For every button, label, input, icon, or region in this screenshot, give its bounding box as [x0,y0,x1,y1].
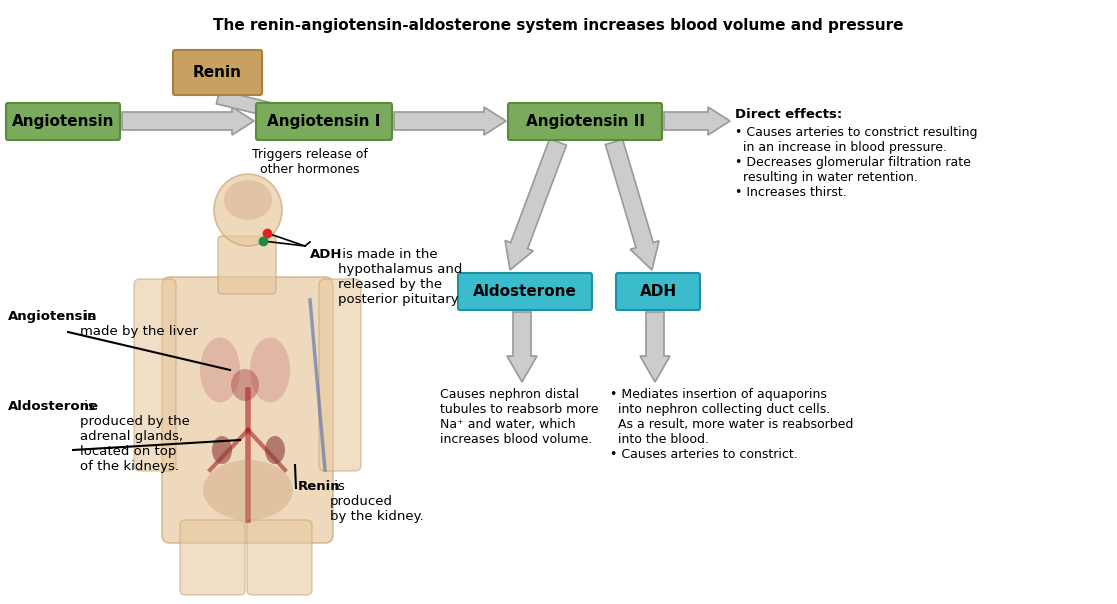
Ellipse shape [212,436,232,464]
Text: Angiotensin I: Angiotensin I [267,114,381,129]
Text: Renin: Renin [193,65,242,80]
Text: Aldosterone: Aldosterone [474,284,577,299]
Ellipse shape [265,436,285,464]
Text: • Causes arteries to constrict resulting
  in an increase in blood pressure.
• D: • Causes arteries to constrict resulting… [735,126,977,199]
Text: is made in the
hypothalamus and
released by the
posterior pituitary: is made in the hypothalamus and released… [338,248,462,306]
Polygon shape [640,312,670,382]
FancyBboxPatch shape [6,103,120,140]
Ellipse shape [250,338,290,402]
Ellipse shape [203,460,293,520]
Polygon shape [122,107,254,135]
Text: Angiotensin II: Angiotensin II [525,114,645,129]
Polygon shape [217,90,319,129]
Text: is
made by the liver: is made by the liver [80,310,198,338]
FancyBboxPatch shape [508,103,662,140]
Text: Causes nephron distal
tubules to reabsorb more
Na⁺ and water, which
increases bl: Causes nephron distal tubules to reabsor… [440,388,599,446]
Text: is
produced
by the kidney.: is produced by the kidney. [330,480,423,523]
Text: Angiotensin: Angiotensin [12,114,114,129]
Text: The renin-angiotensin-aldosterone system increases blood volume and pressure: The renin-angiotensin-aldosterone system… [213,18,904,33]
Ellipse shape [200,338,240,402]
FancyBboxPatch shape [256,103,392,140]
Polygon shape [663,107,731,135]
Text: • Mediates insertion of aquaporins
  into nephron collecting duct cells.
  As a : • Mediates insertion of aquaporins into … [610,388,853,461]
Ellipse shape [225,180,273,220]
FancyBboxPatch shape [218,236,276,294]
Text: Triggers release of
other hormones: Triggers release of other hormones [252,148,367,176]
FancyBboxPatch shape [134,279,176,471]
Text: ADH: ADH [311,248,343,261]
Text: Direct effects:: Direct effects: [735,108,842,121]
FancyBboxPatch shape [173,50,262,95]
Text: Aldosterone: Aldosterone [8,400,99,413]
Text: ADH: ADH [639,284,677,299]
Polygon shape [605,140,659,270]
FancyBboxPatch shape [319,279,361,471]
Polygon shape [505,139,566,270]
Polygon shape [394,107,506,135]
Text: is
produced by the
adrenal glands,
located on top
of the kidneys.: is produced by the adrenal glands, locat… [80,400,190,473]
Text: Angiotensin: Angiotensin [8,310,97,323]
Ellipse shape [214,174,281,246]
FancyBboxPatch shape [180,520,245,595]
Text: Renin: Renin [298,480,341,493]
Ellipse shape [231,369,259,401]
FancyBboxPatch shape [458,273,592,310]
Polygon shape [507,312,537,382]
FancyBboxPatch shape [162,277,333,543]
FancyBboxPatch shape [247,520,312,595]
FancyBboxPatch shape [615,273,700,310]
